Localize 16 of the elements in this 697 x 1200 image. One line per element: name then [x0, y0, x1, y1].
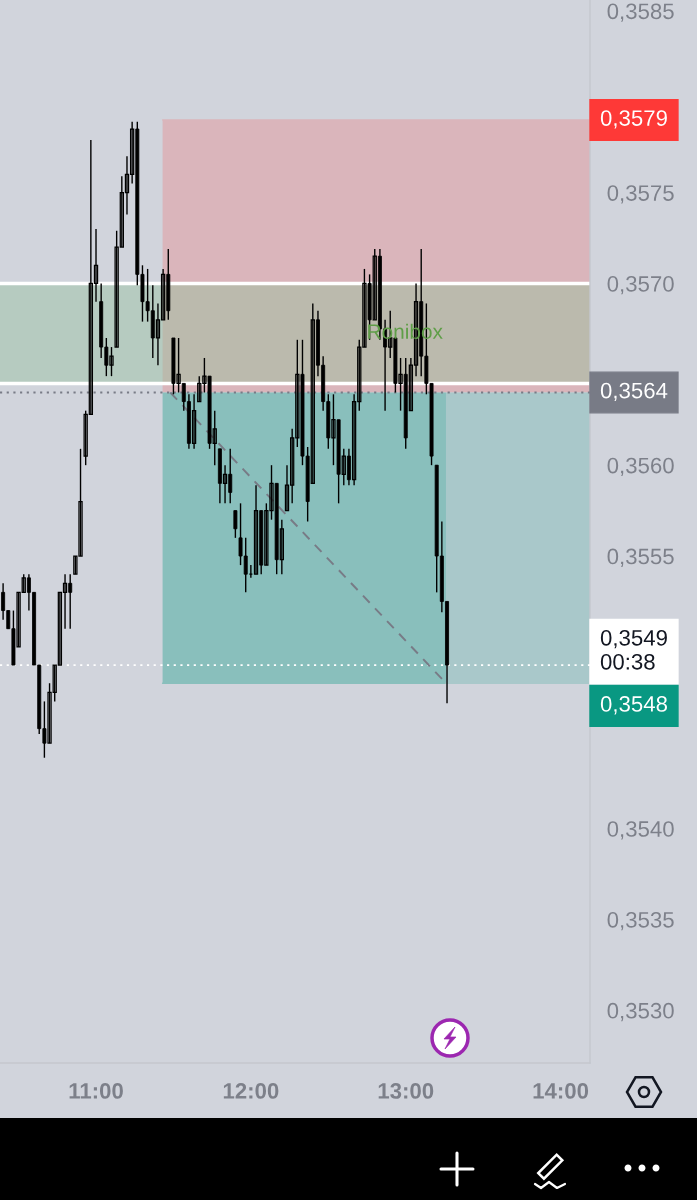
y-tick-label: 0,3570	[607, 276, 674, 295]
x-tick-label: 12:00	[223, 1083, 279, 1099]
y-tick-label: 0,3535	[607, 911, 674, 931]
data-label: 0,3579	[600, 110, 667, 129]
x-tick-label: 14:00	[533, 1083, 589, 1099]
data-label: 0,3548	[600, 696, 667, 715]
y-tick-label: 0,3540	[607, 821, 674, 840]
y-tick-label: 0,3560	[607, 457, 674, 477]
ref-line-label: 0,3549 00:38	[600, 629, 667, 670]
x-tick-label: 11:00	[69, 1083, 123, 1099]
y-tick-label: 0,3575	[607, 185, 674, 204]
ref-line-label: 0,3564	[600, 382, 668, 402]
y-tick-label: 0,3585	[607, 3, 674, 22]
y-tick-label: 0,3555	[607, 548, 674, 567]
y-tick-label: 0,3530	[607, 1002, 674, 1022]
x-tick-label: 13:00	[378, 1083, 434, 1099]
